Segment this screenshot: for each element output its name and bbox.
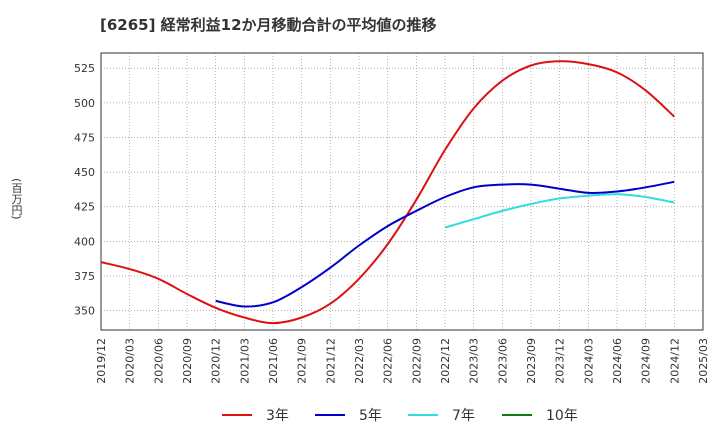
legend-label-10y: 10年	[546, 408, 578, 424]
legend-label-7y: 7年	[452, 408, 475, 424]
x-tick-label: 2020/09	[181, 338, 194, 384]
x-tick-label: 2020/12	[210, 338, 223, 384]
legend-item-5y: 5年	[315, 402, 382, 428]
x-tick-label: 2025/03	[697, 338, 710, 384]
series-line-2	[444, 193, 675, 229]
plot-frame	[100, 52, 704, 331]
chart-title: [6265] 経常利益12か月移動合計の平均値の推移	[100, 16, 437, 34]
series-line-1	[215, 180, 675, 308]
legend-swatch-10y	[502, 414, 532, 416]
x-tick-label: 2021/12	[324, 338, 337, 384]
x-tick-label: 2021/03	[238, 338, 251, 384]
x-tick-label: 2022/12	[439, 338, 452, 384]
legend-swatch-7y	[408, 414, 438, 416]
x-tick-label: 2024/06	[611, 338, 624, 384]
legend-swatch-5y	[315, 414, 345, 416]
x-tick-label: 2022/09	[410, 338, 423, 384]
x-tick-label: 2024/09	[640, 338, 653, 384]
legend-label-3y: 3年	[266, 408, 289, 424]
x-tick-label: 2023/03	[468, 338, 481, 384]
y-axis-unit-label: (百万円)	[10, 178, 23, 220]
x-tick-label: 2023/06	[496, 338, 509, 384]
x-tick-label: 2020/06	[152, 338, 165, 384]
legend-item-10y: 10年	[502, 402, 578, 428]
y-tick-label: 525	[74, 62, 95, 75]
x-tick-label: 2023/09	[525, 338, 538, 384]
x-tick-label: 2024/03	[582, 338, 595, 384]
legend: 3年 5年 7年 10年	[0, 402, 720, 428]
y-tick-label: 475	[74, 131, 95, 144]
x-tick-label: 2022/06	[382, 338, 395, 384]
legend-swatch-3y	[222, 414, 252, 416]
x-tick-label: 2019/12	[95, 338, 108, 384]
legend-item-3y: 3年	[222, 402, 289, 428]
y-tick-label: 500	[74, 97, 95, 110]
legend-label-5y: 5年	[359, 408, 382, 424]
x-tick-label: 2023/12	[554, 338, 567, 384]
x-tick-label: 2024/12	[668, 338, 681, 384]
x-tick-label: 2021/09	[296, 338, 309, 384]
y-tick-label: 425	[74, 201, 95, 214]
plot-area	[101, 53, 703, 330]
x-tick-label: 2020/03	[124, 338, 137, 384]
series-line-0	[100, 60, 675, 325]
y-tick-label: 400	[74, 235, 95, 248]
x-tick-label: 2022/03	[353, 338, 366, 384]
y-tick-label: 375	[74, 270, 95, 283]
legend-item-7y: 7年	[408, 402, 475, 428]
x-tick-label: 2021/06	[267, 338, 280, 384]
y-tick-label: 350	[74, 305, 95, 318]
y-tick-label: 450	[74, 166, 95, 179]
